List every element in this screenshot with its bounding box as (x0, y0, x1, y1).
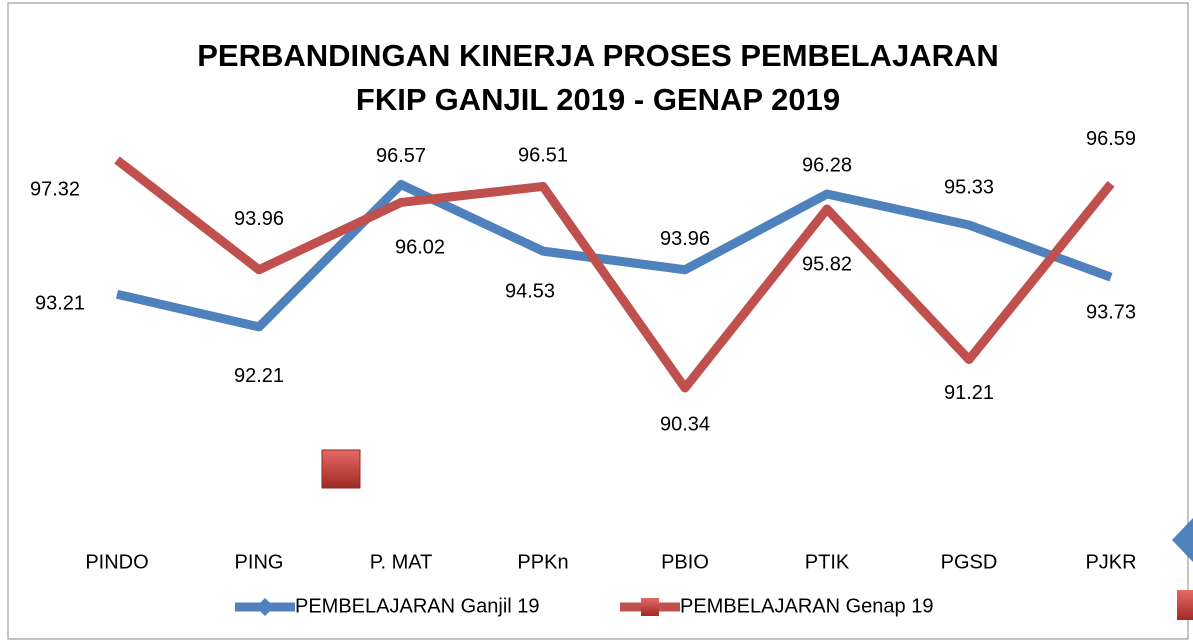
data-label: 91.21 (944, 382, 994, 404)
line-series (115, 179, 1113, 332)
x-tick-label: PING (235, 551, 284, 573)
x-tick-label: PTIK (805, 551, 850, 573)
data-label: 93.96 (234, 208, 284, 230)
data-label: 90.34 (660, 413, 710, 435)
stray-marker (1177, 590, 1193, 620)
data-label: 93.96 (660, 228, 710, 250)
data-label: 96.51 (518, 145, 568, 167)
legend-label: PEMBELAJARAN Ganjil 19 (295, 595, 540, 617)
data-label: 96.02 (395, 237, 445, 259)
data-label: 93.73 (1086, 302, 1136, 324)
x-tick-label: PBIO (661, 551, 709, 573)
data-label: 96.28 (802, 154, 852, 176)
chart-title: FKIP GANJIL 2019 - GENAP 2019 (356, 82, 840, 117)
line-series (114, 156, 1115, 393)
x-tick-label: PGSD (941, 551, 998, 573)
chart-title: PERBANDINGAN KINERJA PROSES PEMBELAJARAN (197, 38, 999, 73)
chart-frame (7, 2, 1189, 640)
stray-marker (1172, 518, 1193, 562)
x-tick-label: PINDO (85, 551, 148, 573)
x-tick-label: PJKR (1085, 551, 1136, 573)
data-label: 96.57 (376, 145, 426, 167)
x-tick-label: P. MAT (370, 551, 433, 573)
data-label: 96.59 (1086, 128, 1136, 150)
stray-marker (321, 449, 361, 489)
data-label: 95.82 (802, 253, 852, 275)
legend-marker (641, 598, 659, 616)
data-label: 94.53 (505, 280, 555, 302)
legend-label: PEMBELAJARAN Genap 19 (680, 595, 933, 617)
legend-marker (256, 598, 274, 616)
data-label: 92.21 (234, 365, 284, 387)
data-label: 97.32 (30, 178, 80, 200)
x-tick-label: PPKn (517, 551, 568, 573)
data-label: 93.21 (35, 293, 85, 315)
data-label: 95.33 (944, 176, 994, 198)
